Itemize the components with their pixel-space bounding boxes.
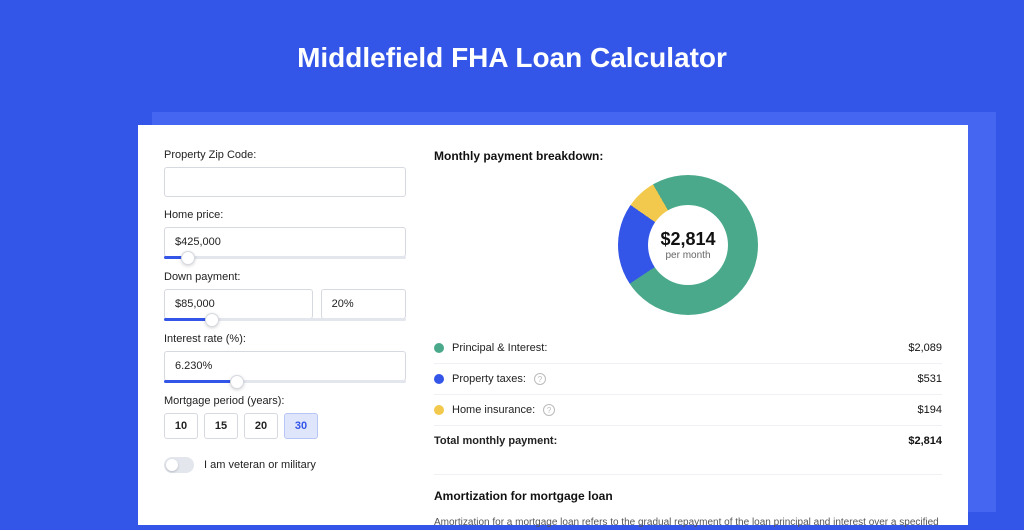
interest-label: Interest rate (%): <box>164 333 406 345</box>
period-options: 10152030 <box>164 413 406 439</box>
zip-label: Property Zip Code: <box>164 149 406 161</box>
legend-dot <box>434 374 444 384</box>
zip-input[interactable] <box>164 167 406 197</box>
form-column: Property Zip Code: Home price: Down paym… <box>164 149 406 501</box>
period-option-20[interactable]: 20 <box>244 413 278 439</box>
period-option-15[interactable]: 15 <box>204 413 238 439</box>
period-option-10[interactable]: 10 <box>164 413 198 439</box>
period-label: Mortgage period (years): <box>164 395 406 407</box>
donut-center: $2,814 per month <box>648 205 728 285</box>
total-label: Total monthly payment: <box>434 435 557 447</box>
amortization-title: Amortization for mortgage loan <box>434 489 942 503</box>
info-icon[interactable]: ? <box>534 373 546 385</box>
toggle-knob <box>166 459 178 471</box>
down-payment-pct-input[interactable] <box>321 289 406 319</box>
amortization-section: Amortization for mortgage loan Amortizat… <box>434 474 942 530</box>
home-price-input[interactable] <box>164 227 406 257</box>
total-row: Total monthly payment: $2,814 <box>434 425 942 456</box>
donut-chart-wrap: $2,814 per month <box>434 175 942 315</box>
breakdown-title: Monthly payment breakdown: <box>434 149 942 163</box>
legend-dot <box>434 405 444 415</box>
total-value: $2,814 <box>908 435 942 447</box>
legend-row: Property taxes:? $531 <box>434 363 942 394</box>
legend-label: Home insurance: <box>452 404 535 416</box>
legend-label: Property taxes: <box>452 373 526 385</box>
slider-thumb[interactable] <box>230 375 244 389</box>
period-option-30[interactable]: 30 <box>284 413 318 439</box>
slider-thumb[interactable] <box>181 251 195 265</box>
legend: Principal & Interest: $2,089 Property taxe… <box>434 333 942 425</box>
veteran-label: I am veteran or military <box>204 459 316 471</box>
home-price-slider[interactable] <box>164 256 406 259</box>
legend-row: Home insurance:? $194 <box>434 394 942 425</box>
legend-value: $194 <box>918 404 942 416</box>
down-payment-label: Down payment: <box>164 271 406 283</box>
breakdown-column: Monthly payment breakdown: $2,814 per mo… <box>434 149 942 501</box>
legend-label: Principal & Interest: <box>452 342 547 354</box>
veteran-toggle[interactable] <box>164 457 194 473</box>
calculator-card: Property Zip Code: Home price: Down paym… <box>138 125 968 525</box>
donut-chart: $2,814 per month <box>618 175 758 315</box>
slider-thumb[interactable] <box>205 313 219 327</box>
home-price-label: Home price: <box>164 209 406 221</box>
down-payment-input[interactable] <box>164 289 313 319</box>
interest-slider[interactable] <box>164 380 406 383</box>
legend-dot <box>434 343 444 353</box>
donut-sub: per month <box>665 250 710 261</box>
info-icon[interactable]: ? <box>543 404 555 416</box>
interest-input[interactable] <box>164 351 406 381</box>
legend-value: $531 <box>918 373 942 385</box>
page-title: Middlefield FHA Loan Calculator <box>0 0 1024 100</box>
amortization-text: Amortization for a mortgage loan refers … <box>434 515 942 530</box>
down-payment-slider[interactable] <box>164 318 406 321</box>
donut-amount: $2,814 <box>660 229 715 250</box>
legend-row: Principal & Interest: $2,089 <box>434 333 942 363</box>
legend-value: $2,089 <box>908 342 942 354</box>
